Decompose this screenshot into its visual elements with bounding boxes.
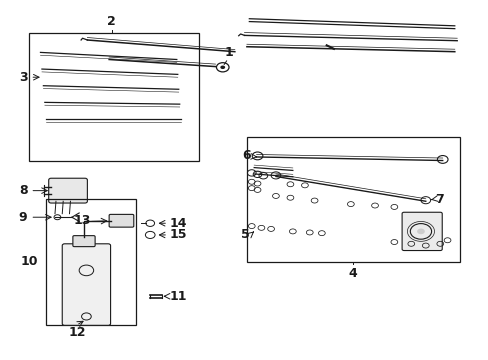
Bar [246, 138, 459, 261]
FancyBboxPatch shape [73, 236, 95, 247]
Circle shape [416, 229, 424, 234]
Text: 1: 1 [224, 46, 233, 59]
Text: 11: 11 [169, 290, 187, 303]
Text: 4: 4 [348, 267, 357, 280]
Circle shape [220, 66, 224, 69]
Text: 15: 15 [169, 229, 187, 242]
Text: 2: 2 [107, 15, 116, 28]
FancyBboxPatch shape [62, 244, 110, 325]
Text: 3: 3 [19, 71, 27, 84]
Text: 6: 6 [242, 149, 250, 162]
Text: 7: 7 [435, 193, 443, 206]
Text: 9: 9 [19, 211, 27, 224]
FancyBboxPatch shape [49, 178, 87, 203]
Text: 14: 14 [169, 217, 187, 230]
FancyBboxPatch shape [401, 212, 441, 251]
Text: 5: 5 [240, 229, 249, 242]
Text: 10: 10 [20, 255, 38, 268]
FancyBboxPatch shape [109, 215, 134, 227]
Text: 8: 8 [19, 184, 27, 197]
Bar [29, 33, 198, 161]
Bar [46, 199, 136, 325]
Text: 13: 13 [74, 214, 91, 227]
Text: 12: 12 [69, 326, 86, 339]
